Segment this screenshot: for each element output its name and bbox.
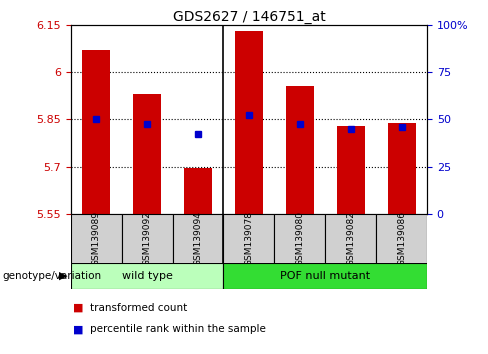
- Text: GSM139086: GSM139086: [397, 211, 406, 267]
- Text: genotype/variation: genotype/variation: [2, 271, 102, 281]
- Bar: [184, 169, 212, 214]
- Text: wild type: wild type: [122, 271, 173, 281]
- Bar: [71, 214, 122, 264]
- Bar: [376, 214, 427, 264]
- Bar: [224, 263, 427, 289]
- Text: GSM139089: GSM139089: [92, 211, 101, 267]
- Bar: [235, 31, 263, 214]
- Bar: [82, 50, 110, 214]
- Text: ■: ■: [73, 303, 84, 313]
- Bar: [274, 214, 325, 264]
- Text: POF null mutant: POF null mutant: [280, 271, 370, 281]
- Text: GSM139094: GSM139094: [193, 211, 203, 267]
- Bar: [173, 214, 224, 264]
- Text: percentile rank within the sample: percentile rank within the sample: [90, 324, 266, 334]
- Bar: [286, 86, 314, 214]
- Text: GSM139082: GSM139082: [346, 211, 355, 267]
- Title: GDS2627 / 146751_at: GDS2627 / 146751_at: [172, 10, 325, 24]
- Bar: [224, 214, 274, 264]
- Text: transformed count: transformed count: [90, 303, 187, 313]
- Text: GSM139078: GSM139078: [244, 211, 253, 267]
- Text: GSM139092: GSM139092: [142, 211, 152, 267]
- Bar: [122, 214, 173, 264]
- Bar: [71, 263, 224, 289]
- Text: GSM139080: GSM139080: [295, 211, 305, 267]
- Bar: [133, 94, 161, 214]
- Text: ▶: ▶: [59, 271, 67, 281]
- Text: ■: ■: [73, 324, 84, 334]
- Bar: [387, 122, 416, 214]
- Bar: [325, 214, 376, 264]
- Bar: [337, 126, 365, 214]
